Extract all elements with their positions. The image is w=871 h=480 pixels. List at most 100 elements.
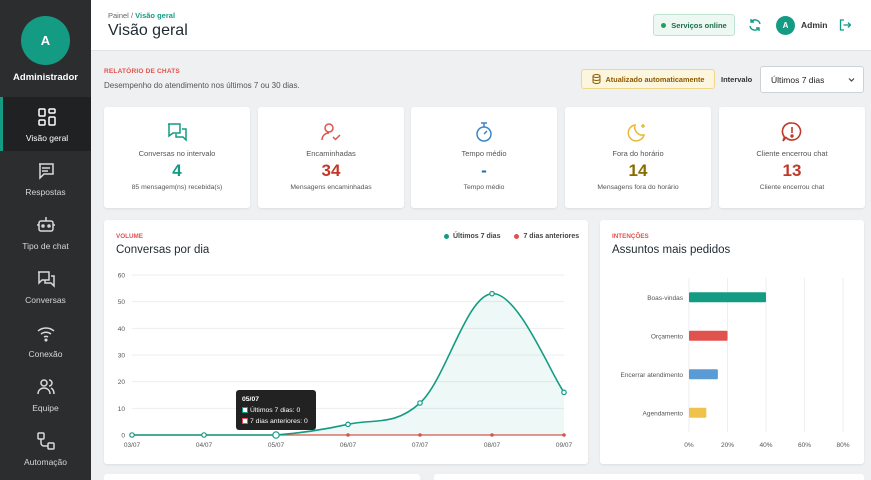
sidebar-item-visao-geral[interactable]: Visão geral [0,97,91,151]
x-tick-label: 09/07 [556,442,573,449]
sidebar-item-label: Tipo de chat [22,241,69,251]
conversations-line-chart: 0 10 20 30 40 50 60 03/07 04/07 05/07 06/07 07/07 08… [118,273,573,450]
legend-swatch-last7 [444,234,449,239]
chats-icon [168,123,187,142]
kpi-title: Fora do horário [612,149,664,158]
services-status-label: Serviços online [671,20,727,30]
y-tick-label: 0 [121,433,125,440]
y-tick-label: 40 [118,326,126,333]
sidebar-item-label: Visão geral [25,133,69,143]
kpi-subtitle: Mensagens encaminhadas [290,184,372,191]
kpi-subtitle: Cliente encerrou chat [759,184,825,191]
volume-kicker: VOLUME [116,233,143,240]
sidebar-item-conexao[interactable]: Conexão [0,313,91,367]
data-point-last7 [272,431,280,439]
bar [689,369,718,380]
volume-title: Conversas por dia [116,244,210,256]
series-area-last7 [132,293,564,435]
workflow-icon [36,432,55,450]
data-point-last7 [129,432,135,438]
sidebar-item-equipe[interactable]: Equipe [0,367,91,421]
kpi-title: Encaminhadas [306,149,356,158]
category-label: Orçamento [651,333,684,340]
legend-swatch-prev7 [514,234,520,239]
database-icon [592,74,601,84]
page-title: Visão geral [108,22,188,39]
category-label: Encerrar atendimento [620,372,683,379]
alert-icon [781,122,802,142]
kpi-subtitle: 85 mensagem(ns) recebida(s) [131,184,223,191]
kpi-title: Tempo médio [461,149,507,158]
x-tick-label: 07/07 [412,442,429,449]
report-description: Desempenho do atendimento nos últimos 7 … [104,81,300,90]
bottom-card-left [104,474,420,480]
sidebar-item-respostas[interactable]: Respostas [0,151,91,205]
status-dot-icon [661,22,667,28]
intents-panel: INTENÇÕES Assuntos mais pedidos 0% 20% 40%… [600,220,864,464]
bar [689,292,766,303]
breadcrumb-current: Visão geral [135,11,176,20]
dashboard-icon [38,108,56,126]
bar [689,407,707,418]
chevron-down-icon [848,78,855,82]
kpi-card-fora-do-horario: Fora do horário 14 Mensagens fora do hor… [565,107,711,208]
x-tick-label: 06/07 [340,442,357,449]
y-tick-label: 10 [118,406,126,413]
data-point-last7 [489,290,495,297]
data-point-prev7 [562,433,566,437]
data-point-prev7 [490,433,494,437]
kpi-title: Cliente encerrou chat [756,149,828,158]
data-point-last7 [561,389,567,396]
y-tick-label: 60 [118,273,126,280]
volume-panel: VOLUME Conversas por dia Últimos 7 dias … [104,220,588,464]
x-tick-label: 05/07 [268,442,285,449]
sidebar: A Administrador Visão geral Respostas Ti… [0,0,91,480]
sidebar-item-label: Equipe [32,403,59,413]
legend-label-last7[interactable]: Últimos 7 dias [453,233,501,240]
sidebar-item-tipo-de-chat[interactable]: Tipo de chat [0,205,91,259]
category-label: Boas-vindas [647,295,684,302]
report-kicker: RELATÓRIO DE CHATS [104,68,180,75]
sidebar-item-label: Respostas [25,187,66,197]
refresh-icon[interactable] [748,18,762,32]
tooltip-date: 05/07 [242,396,260,403]
x-tick-label: 03/07 [124,442,141,449]
chats-icon [37,271,55,288]
message-icon [38,163,54,180]
moon-icon [627,124,646,142]
services-status-badge: Serviços online [653,14,735,36]
x-tick-label: 60% [798,442,811,449]
legend-label-prev7[interactable]: 7 dias anteriores [523,233,580,240]
logout-icon[interactable] [839,19,851,31]
data-point-last7 [417,400,423,406]
breadcrumb: Painel / Visão geral [108,11,175,20]
sidebar-item-conversas[interactable]: Conversas [0,259,91,313]
kpi-subtitle: Tempo médio [463,184,505,191]
x-tick-label: 0% [684,442,694,449]
sidebar-item-automacao[interactable]: Automação [0,421,91,475]
kpi-value: 4 [172,161,182,180]
interval-select[interactable]: Últimos 7 dias [760,66,864,93]
x-tick-label: 80% [836,442,849,449]
x-tick-label: 04/07 [196,442,213,449]
x-tick-label: 08/07 [484,442,501,449]
avatar[interactable]: A [21,16,70,65]
sidebar-item-label: Automação [24,457,67,467]
auto-update-badge: Atualizado automaticamente [581,69,715,89]
user-check-icon [321,123,341,141]
stopwatch-icon [476,122,492,142]
wifi-icon [37,327,54,342]
bot-icon [36,217,55,232]
user-avatar[interactable]: A [776,16,795,35]
auto-update-label: Atualizado automaticamente [605,74,705,84]
x-tick-label: 20% [721,442,734,449]
data-point-prev7 [418,433,422,437]
user-role: Administrador [13,72,78,83]
category-label: Agendamento [643,410,684,417]
breadcrumb-root[interactable]: Painel [108,11,129,20]
intents-kicker: INTENÇÕES [612,233,649,240]
kpi-value: 34 [321,161,341,180]
kpi-card-cliente-encerrou: Cliente encerrou chat 13 Cliente encerro… [719,107,865,208]
intents-title: Assuntos mais pedidos [612,244,731,256]
user-name[interactable]: Admin [801,20,828,30]
